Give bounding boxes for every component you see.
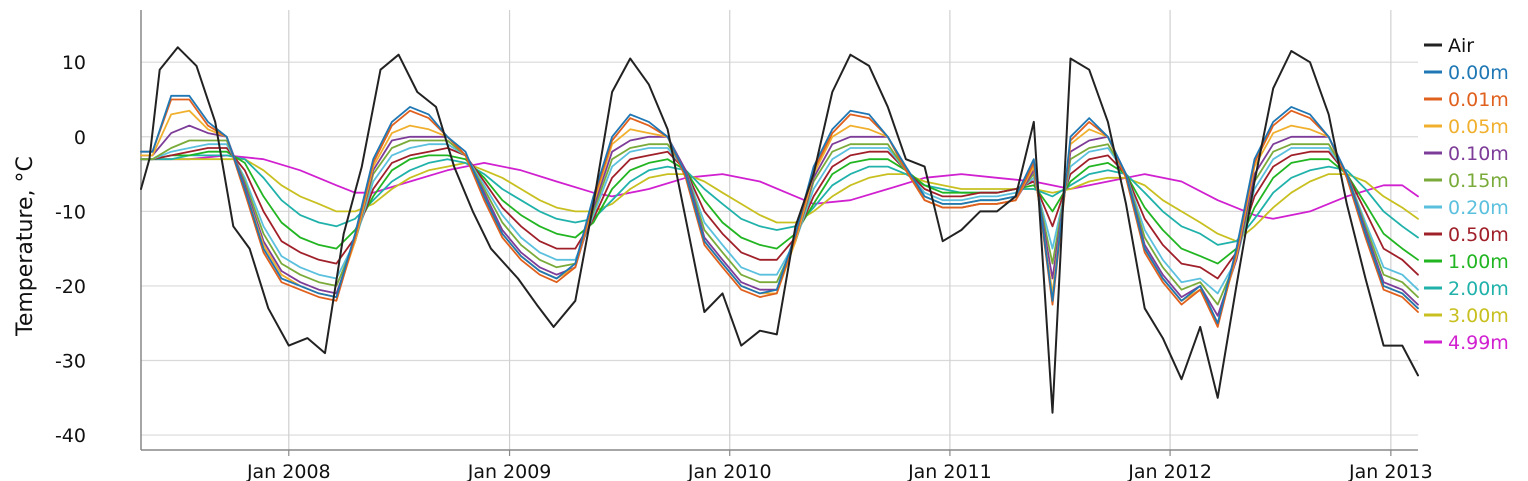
legend-label: 0.10m (1448, 143, 1509, 165)
x-tick-labels: Jan 2008 Jan 2009 Jan 2010 Jan 2011 Jan 2012… (246, 461, 1433, 481)
series-line-0-01m (140, 98, 1419, 328)
y-tick-labels: 10 0 -10 -20 -30 -40 (55, 52, 86, 447)
legend-label: 1.00m (1448, 251, 1509, 273)
y-axis-title: Temperature, °C (13, 156, 38, 337)
legend-label: 0.50m (1448, 224, 1509, 246)
series-line-0-00m (140, 94, 1419, 325)
legend-label: Air (1448, 35, 1474, 57)
legend-label: 0.01m (1448, 89, 1509, 111)
x-tick-label: Jan 2011 (907, 461, 992, 481)
legend-label: 4.99m (1448, 332, 1509, 354)
y-tick-label: 10 (62, 52, 86, 74)
y-tick-label: -20 (55, 276, 86, 298)
series-lines (140, 46, 1419, 414)
y-tick-label: 0 (74, 127, 86, 149)
x-tick-label: Jan 2010 (687, 461, 772, 481)
legend-label: 0.15m (1448, 170, 1509, 192)
x-tick-label: Jan 2008 (246, 461, 331, 481)
legend-label: 0.05m (1448, 116, 1509, 138)
y-tick-label: -10 (55, 201, 86, 223)
series-line-1-00m (140, 150, 1419, 265)
x-tick-label: Jan 2013 (1348, 461, 1433, 481)
legend-label: 3.00m (1448, 305, 1509, 327)
legend-label: 0.20m (1448, 197, 1509, 219)
legend-label: 2.00m (1448, 278, 1509, 300)
series-line-Air (140, 46, 1419, 414)
x-tick-label: Jan 2012 (1127, 461, 1212, 481)
axes (140, 10, 1418, 451)
series-line-4-99m (140, 154, 1419, 220)
legend: Air 0.00m 0.01m 0.05m 0.10m 0.15m 0.20m 0.50m 1.… (1424, 35, 1509, 354)
x-tick-label: Jan 2009 (467, 461, 552, 481)
y-tick-label: -30 (55, 351, 86, 373)
series-line-2-00m (140, 154, 1419, 246)
y-tick-label: -40 (55, 425, 86, 447)
series-line-0-50m (140, 147, 1419, 280)
legend-label: 0.00m (1448, 62, 1509, 84)
